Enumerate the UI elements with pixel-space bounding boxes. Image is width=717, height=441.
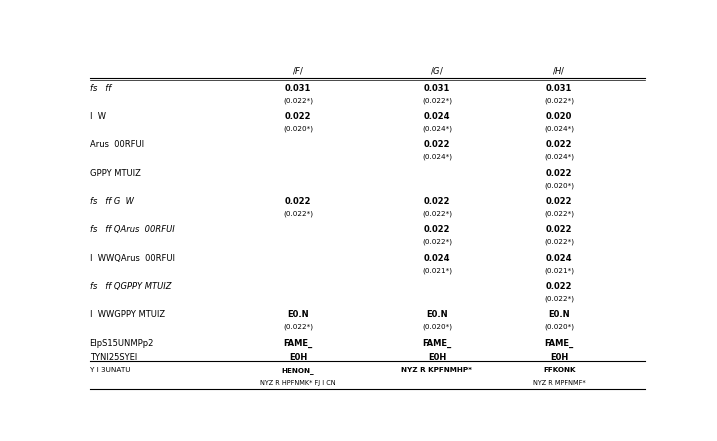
Text: 0.022: 0.022 [546,282,572,291]
Text: FAME_: FAME_ [544,339,574,348]
Text: fs   ff: fs ff [90,84,111,93]
Text: 0.031: 0.031 [546,84,572,93]
Text: I  WWQArus  00RFUI: I WWQArus 00RFUI [90,254,175,263]
Text: 0.024: 0.024 [424,254,450,263]
Text: 0.031: 0.031 [285,84,311,93]
Text: 0.022: 0.022 [546,169,572,178]
Text: $\mathit{/G/}$: $\mathit{/G/}$ [430,65,444,76]
Text: FAME_: FAME_ [422,339,452,348]
Text: EIpS15UNMPp2: EIpS15UNMPp2 [90,339,154,348]
Text: (0.022*): (0.022*) [283,97,313,104]
Text: 0.022: 0.022 [424,225,450,235]
Text: fs   ff G  W: fs ff G W [90,197,133,206]
Text: 0.022: 0.022 [424,141,450,149]
Text: E0H: E0H [428,353,446,362]
Text: (0.024*): (0.024*) [544,154,574,161]
Text: NYZ R KPFNMHP*: NYZ R KPFNMHP* [402,367,473,374]
Text: 0.022: 0.022 [546,197,572,206]
Text: (0.024*): (0.024*) [422,154,452,161]
Text: Arus  00RFUI: Arus 00RFUI [90,141,143,149]
Text: $\mathit{/H/}$: $\mathit{/H/}$ [552,65,566,76]
Text: FAME_: FAME_ [283,339,313,348]
Text: (0.024*): (0.024*) [422,126,452,132]
Text: (0.022*): (0.022*) [283,210,313,217]
Text: (0.022*): (0.022*) [544,239,574,245]
Text: E0H: E0H [550,353,569,362]
Text: 0.022: 0.022 [546,225,572,235]
Text: 0.024: 0.024 [546,254,572,263]
Text: (0.022*): (0.022*) [422,239,452,245]
Text: 0.022: 0.022 [424,197,450,206]
Text: HENON_: HENON_ [282,367,314,374]
Text: (0.020*): (0.020*) [544,324,574,330]
Text: (0.024*): (0.024*) [544,126,574,132]
Text: (0.021*): (0.021*) [544,267,574,274]
Text: (0.022*): (0.022*) [544,97,574,104]
Text: NYZ R HPFNMK* FJ I CN: NYZ R HPFNMK* FJ I CN [260,380,336,386]
Text: 0.022: 0.022 [546,141,572,149]
Text: NYZ R MPFNMF*: NYZ R MPFNMF* [533,380,586,386]
Text: (0.022*): (0.022*) [422,210,452,217]
Text: $\mathit{/F/}$: $\mathit{/F/}$ [292,65,304,76]
Text: fs   ff QArus  00RFUI: fs ff QArus 00RFUI [90,225,174,235]
Text: Y I 3UNATU: Y I 3UNATU [90,367,130,374]
Text: (0.022*): (0.022*) [544,295,574,302]
Text: (0.022*): (0.022*) [422,97,452,104]
Text: 0.022: 0.022 [285,112,311,121]
Text: (0.021*): (0.021*) [422,267,452,274]
Text: (0.020*): (0.020*) [283,126,313,132]
Text: 0.024: 0.024 [424,112,450,121]
Text: (0.020*): (0.020*) [544,182,574,189]
Text: (0.022*): (0.022*) [283,324,313,330]
Text: 0.022: 0.022 [285,197,311,206]
Text: fs   ff QGPPY MTUIZ: fs ff QGPPY MTUIZ [90,282,171,291]
Text: E0H: E0H [289,353,307,362]
Text: E0.N: E0.N [288,310,309,319]
Text: E0.N: E0.N [549,310,570,319]
Text: (0.022*): (0.022*) [544,210,574,217]
Text: E0.N: E0.N [426,310,447,319]
Text: TYNI25SYEl: TYNI25SYEl [90,353,137,362]
Text: GPPY MTUIZ: GPPY MTUIZ [90,169,141,178]
Text: I  WWGPPY MTUIZ: I WWGPPY MTUIZ [90,310,165,319]
Text: (0.020*): (0.020*) [422,324,452,330]
Text: FFKONK: FFKONK [543,367,576,374]
Text: 0.031: 0.031 [424,84,450,93]
Text: 0.020: 0.020 [546,112,572,121]
Text: I  W: I W [90,112,105,121]
